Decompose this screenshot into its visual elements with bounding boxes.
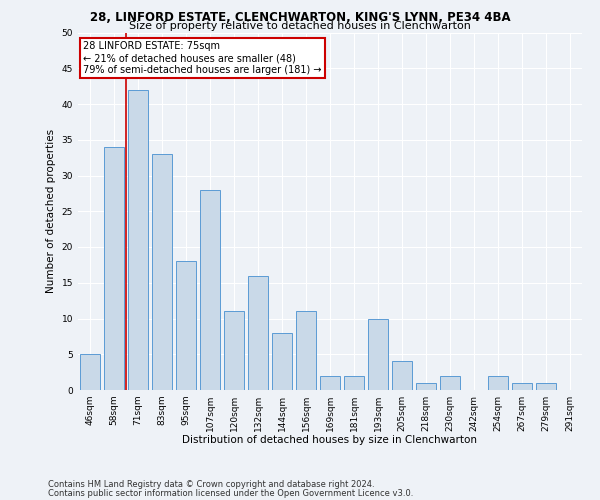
Bar [128,90,148,390]
Bar [488,376,508,390]
Bar [368,318,388,390]
Bar [392,362,412,390]
Text: 28 LINFORD ESTATE: 75sqm
← 21% of detached houses are smaller (48)
79% of semi-d: 28 LINFORD ESTATE: 75sqm ← 21% of detach… [83,42,322,74]
Bar [344,376,364,390]
Bar [80,354,100,390]
Bar [104,147,124,390]
Text: Size of property relative to detached houses in Clenchwarton: Size of property relative to detached ho… [129,21,471,31]
X-axis label: Distribution of detached houses by size in Clenchwarton: Distribution of detached houses by size … [182,436,478,446]
Bar [248,276,268,390]
Bar [416,383,436,390]
Text: Contains HM Land Registry data © Crown copyright and database right 2024.: Contains HM Land Registry data © Crown c… [48,480,374,489]
Bar [272,333,292,390]
Text: 28, LINFORD ESTATE, CLENCHWARTON, KING'S LYNN, PE34 4BA: 28, LINFORD ESTATE, CLENCHWARTON, KING'S… [89,11,511,24]
Bar [152,154,172,390]
Bar [440,376,460,390]
Bar [224,312,244,390]
Bar [320,376,340,390]
Text: Contains public sector information licensed under the Open Government Licence v3: Contains public sector information licen… [48,488,413,498]
Bar [176,262,196,390]
Bar [296,312,316,390]
Bar [536,383,556,390]
Y-axis label: Number of detached properties: Number of detached properties [46,129,56,294]
Bar [512,383,532,390]
Bar [200,190,220,390]
